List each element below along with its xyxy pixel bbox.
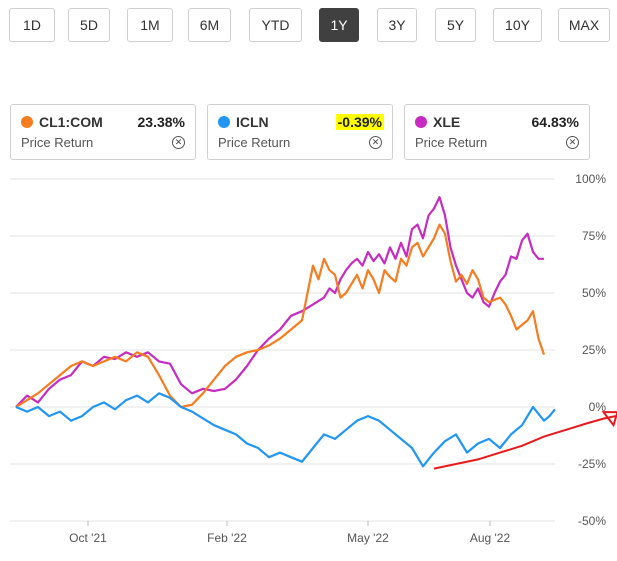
price-return-label: Price Return xyxy=(218,135,291,150)
y-tick-label: 0% xyxy=(589,400,607,414)
return-value: 64.83% xyxy=(531,114,579,130)
price-return-label: Price Return xyxy=(21,135,94,150)
series-line-icln xyxy=(15,392,556,468)
series-color-dot xyxy=(21,116,33,128)
return-value: -0.39% xyxy=(335,114,384,130)
range-button-1d[interactable]: 1D xyxy=(9,8,55,42)
remove-series-icon[interactable]: ✕ xyxy=(172,136,185,149)
range-button-5y[interactable]: 5Y xyxy=(435,8,476,42)
x-tick-label: Feb '22 xyxy=(207,531,247,545)
range-button-1m[interactable]: 1M xyxy=(127,8,173,42)
range-button-3y[interactable]: 3Y xyxy=(377,8,417,42)
remove-series-icon[interactable]: ✕ xyxy=(566,136,579,149)
y-tick-label: -25% xyxy=(578,457,606,471)
comparison-chart: 100% 75% 50% 25% 0% -25% -50% Oct '21 Feb '22 May… xyxy=(10,172,617,545)
ticker-label: ICLN xyxy=(236,114,269,130)
range-button-10y[interactable]: 10Y xyxy=(493,8,542,42)
series-line-cl1com xyxy=(15,223,546,409)
y-tick-label: 75% xyxy=(582,229,606,243)
y-tick-label: -50% xyxy=(578,514,606,528)
ticker-label: CL1:COM xyxy=(39,114,103,130)
y-tick-label: 25% xyxy=(582,343,606,357)
price-return-label: Price Return xyxy=(415,135,488,150)
legend-card-xle[interactable]: XLE 64.83% Price Return ✕ xyxy=(404,104,590,160)
return-value: 23.38% xyxy=(137,114,185,130)
ticker-label: XLE xyxy=(433,114,461,130)
legend-card-icln[interactable]: ICLN -0.39% Price Return ✕ xyxy=(207,104,393,160)
annotation-trend-line xyxy=(433,415,616,470)
y-tick-label: 50% xyxy=(582,286,606,300)
range-button-1y[interactable]: 1Y xyxy=(319,8,359,42)
legend-card-cl1com[interactable]: CL1:COM 23.38% Price Return ✕ xyxy=(10,104,196,160)
series-color-dot xyxy=(415,116,427,128)
range-button-max[interactable]: MAX xyxy=(558,8,610,42)
x-tick-label: Aug '22 xyxy=(470,531,511,545)
range-button-6m[interactable]: 6M xyxy=(188,8,231,42)
series-line-xle xyxy=(15,196,544,408)
x-tick-label: Oct '21 xyxy=(69,531,107,545)
remove-series-icon[interactable]: ✕ xyxy=(369,136,382,149)
range-button-ytd[interactable]: YTD xyxy=(249,8,302,42)
range-selector: 1D 5D 1M 6M YTD 1Y 3Y 5Y 10Y MAX xyxy=(0,0,617,50)
range-button-5d[interactable]: 5D xyxy=(68,8,110,42)
annotation-arrowhead-icon xyxy=(601,411,617,428)
y-tick-label: 100% xyxy=(575,172,606,186)
series-color-dot xyxy=(218,116,230,128)
x-tick-label: May '22 xyxy=(347,531,389,545)
